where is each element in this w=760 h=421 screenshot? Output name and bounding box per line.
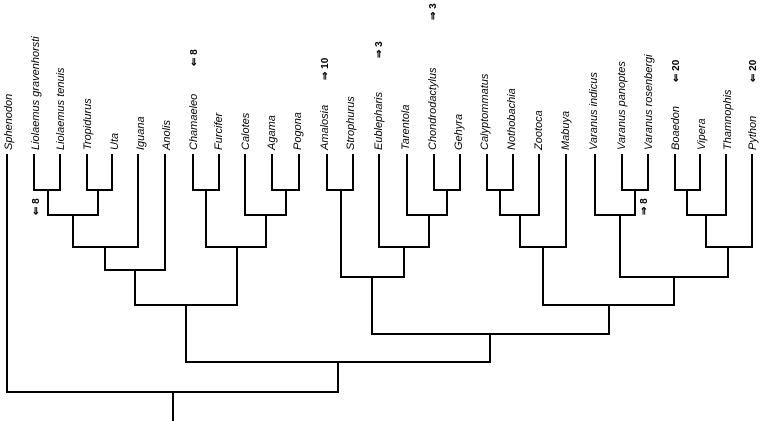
taxon-label-chamaeleo: Chamaeleo	[188, 94, 200, 150]
taxon-label-nothobachia: Nothobachia	[506, 88, 518, 150]
taxon-label-zootoca: Zootoca	[533, 110, 545, 151]
taxon-label-python: Python	[747, 116, 759, 150]
taxon-labels: Sphenodon Liolaemus gravenhorsti Liolaem…	[3, 36, 759, 151]
event-annotations: ⇐ 8 ⇒ 10 ⇒ 3 ⇒ 3 ⇐ 20 ⇐ 20 ⇐ 8 ⇒ 8	[31, 3, 759, 215]
annotation-liolaemus: ⇐ 8	[31, 198, 42, 215]
taxon-label-mabuya: Mabuya	[560, 111, 572, 150]
taxon-label-thamnophis: Thamnophis	[722, 89, 734, 150]
taxon-label-varanus-indicus: Varanus indicus	[588, 72, 600, 150]
annotation-eublepharis: ⇒ 3	[374, 41, 385, 58]
annotation-varanus: ⇒ 8	[639, 198, 650, 215]
tree-branches	[6, 154, 753, 421]
taxon-label-calotes: Calotes	[240, 112, 252, 150]
taxon-label-varanus-panoptes: Varanus panoptes	[616, 61, 628, 150]
taxon-label-tropidurus: Tropidurus	[82, 98, 94, 150]
taxon-label-agama: Agama	[266, 115, 278, 151]
taxon-label-vipera: Vipera	[696, 118, 708, 150]
annotation-amalosia: ⇒ 10	[320, 57, 331, 80]
taxon-label-liolaemus-gravenhorsti: Liolaemus gravenhorsti	[30, 36, 42, 150]
taxon-label-pogona: Pogona	[292, 112, 304, 150]
taxon-label-anolis: Anolis	[161, 120, 173, 151]
taxon-label-tarentola: Tarentola	[400, 105, 412, 150]
taxon-label-liolaemus-tenuis: Liolaemus tenuis	[55, 67, 67, 150]
taxon-label-varanus-rosenbergi: Varanus rosenbergi	[643, 54, 655, 150]
taxon-label-calyptommatus: Calyptommatus	[479, 73, 491, 150]
taxon-label-gehyra: Gehyra	[453, 114, 465, 150]
taxon-label-furcifer: Furcifer	[213, 111, 225, 150]
annotation-python: ⇐ 20	[748, 59, 759, 82]
taxon-label-uta: Uta	[109, 133, 121, 150]
taxon-label-boaedon: Boaedon	[670, 106, 682, 150]
taxon-label-strophurus: Strophurus	[345, 96, 357, 150]
taxon-label-sphenodon: Sphenodon	[3, 94, 15, 150]
taxon-label-eublepharis: Eublepharis	[373, 91, 385, 150]
taxon-label-chondrodactylus: Chondrodactylus	[427, 67, 439, 150]
annotation-chondrodactylus: ⇒ 3	[428, 3, 439, 20]
annotation-chamaeleo: ⇐ 8	[189, 49, 200, 66]
annotation-boaedon: ⇐ 20	[671, 59, 682, 82]
taxon-label-iguana: Iguana	[135, 116, 147, 150]
taxon-label-amalosia: Amalosia	[319, 105, 331, 151]
